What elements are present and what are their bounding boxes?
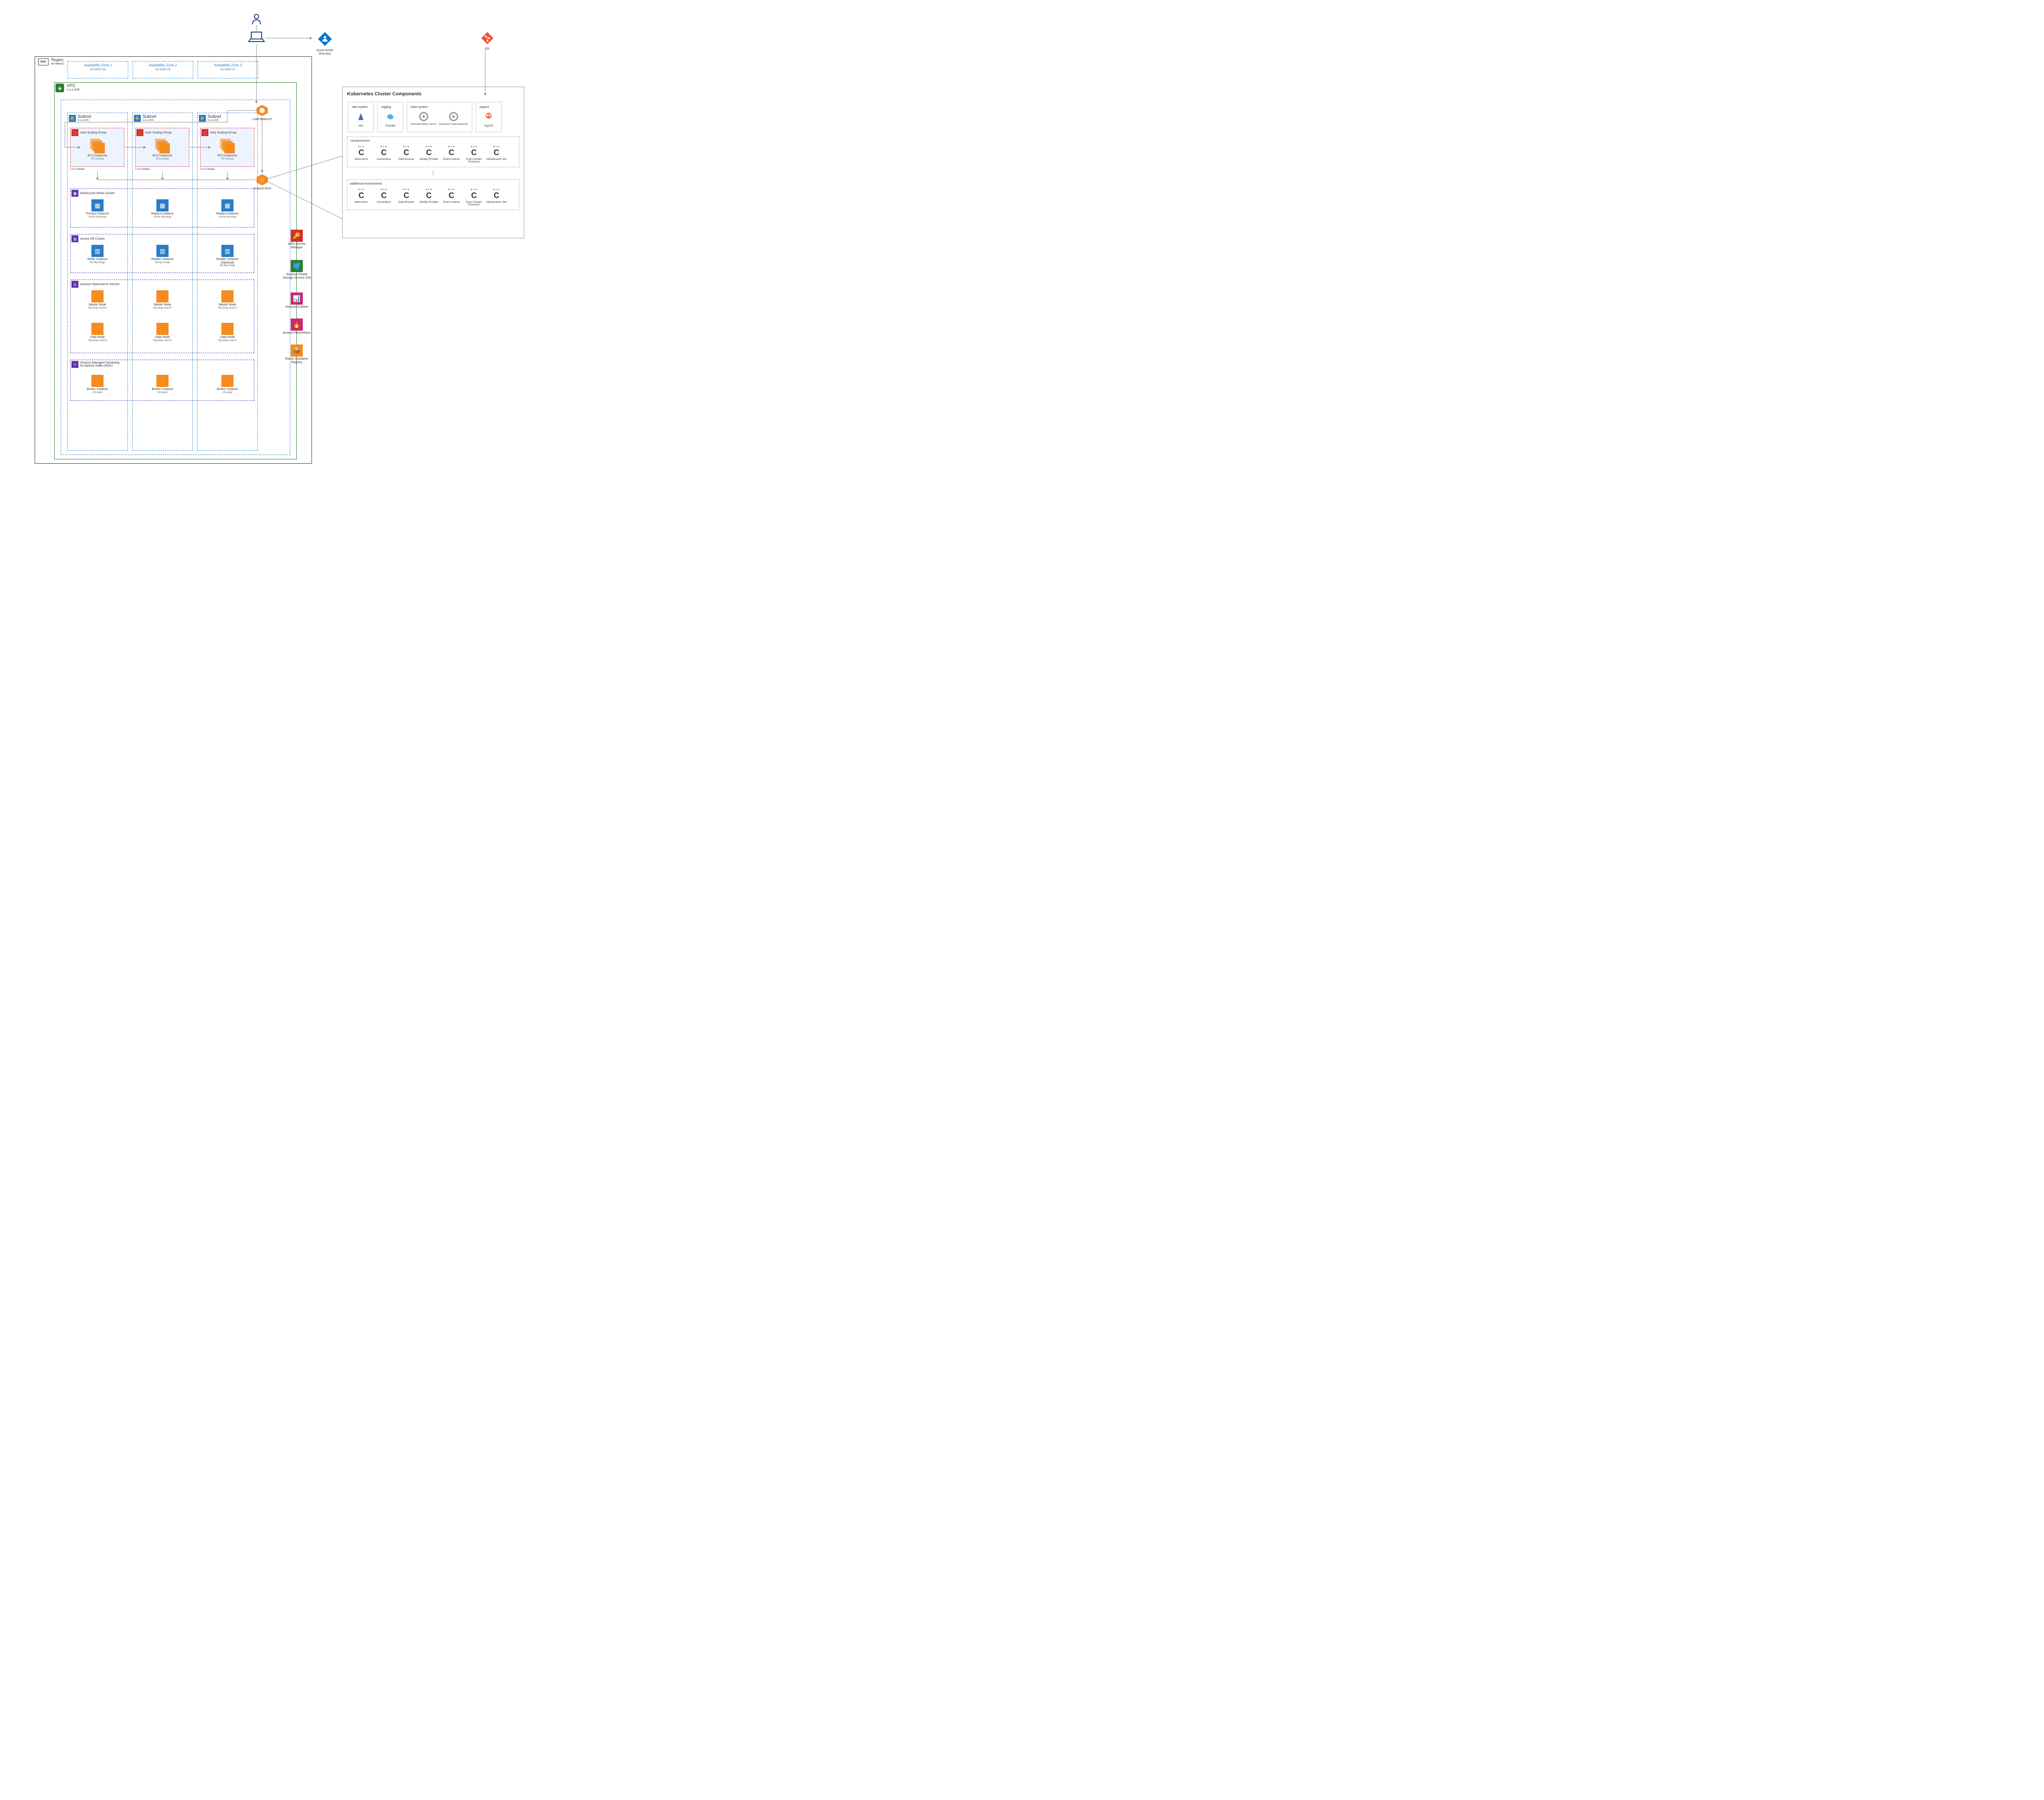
aurora-icon: ▥ — [71, 235, 78, 242]
k8s-title: Kubernetes Cluster Components — [347, 91, 519, 97]
msk-broker-1: Broker Instancem5.large — [82, 375, 113, 394]
service-item: ●●●CData Browser — [396, 188, 417, 204]
secrets-manager: 🔑AWS Secrets Manager — [282, 230, 312, 249]
k8s-panel: Kubernetes Cluster Components istio-syst… — [342, 87, 524, 238]
redis-replica-1: ▦Replica Instancecache.r6g.large — [147, 199, 178, 218]
ec2-3: EC2 Instancesm5.2xlarge — [212, 139, 243, 160]
aurora-optional: ▥Reader Instance (Optional)db.r6g.xlarge — [212, 245, 243, 267]
git-icon: Git — [479, 31, 496, 51]
svg-text:⬡: ⬡ — [260, 178, 264, 183]
region-label: Region — [51, 58, 65, 62]
service-item: ●●●CMeta-forms — [351, 188, 372, 204]
user-icon — [250, 13, 263, 26]
service-item: ●●●CIdentity Provider — [419, 145, 439, 161]
redis-primary: ▦Primary Instancecache.r6g.large — [82, 199, 113, 218]
architecture-diagram: Azure Active Directory Git aws Regioneu-… — [9, 9, 529, 468]
vpc-header: ◈ VPCx.x.x.x/16 — [54, 82, 81, 94]
ellipsis: ⋮ — [347, 170, 519, 176]
grafana: 📊Amazon Grafana — [282, 292, 312, 309]
region-header: aws Regioneu-west-1 — [35, 56, 68, 67]
azure-ad-label: Azure Active Directory — [312, 49, 338, 55]
os-master-2: Master Noder6g.large.search — [147, 290, 178, 309]
env-box-1: <environment> ●●●CMeta-forms●●●CConnecti… — [347, 136, 519, 167]
service-item: ●●●CData Browser — [396, 145, 417, 161]
service-item: ●●●CConnections — [373, 145, 394, 161]
asg-icon: ⬚ — [71, 129, 78, 136]
laptop-icon — [248, 31, 265, 45]
az-box-1: Availability Zone 1eu-west-1a — [68, 61, 128, 78]
vpc-cidr: x.x.x.x/16 — [67, 88, 80, 91]
env-box-2: additional environments ●●●CMeta-forms●●… — [347, 179, 519, 210]
redis-icon: ▦ — [71, 190, 78, 197]
az-box-3: Availability Zone 3eu-west-1c — [198, 61, 258, 78]
ns-argocd: argocd ArgoCD — [476, 102, 502, 132]
os-master-3: Master Noder6g.large.search — [212, 290, 243, 309]
git-label: Git — [479, 47, 496, 51]
subnet-label: Subnet — [78, 114, 91, 119]
service-item: ●●●CIdentity Provider — [419, 188, 439, 204]
msk-broker-2: Broker Instancem5.large — [147, 375, 178, 394]
service-item: ●●●CMaintenance Job — [486, 188, 507, 204]
os-master-1: Master Noder6g.large.search — [82, 290, 113, 309]
service-item: ●●●CEvent Listener — [441, 145, 462, 161]
ns-logging: logging Fluentbit — [377, 102, 403, 132]
os-data-2: Data Noder6g.large.search — [147, 323, 178, 342]
ns-istio: istio-system Istio — [348, 102, 374, 132]
aurora-writer: ▥Writer Instancedb.r6g.xlarge — [82, 245, 113, 264]
aurora-reader: ▥Reader Instancedb.r6g.xlarge — [147, 245, 178, 264]
os-data-3: Data Noder6g.large.search — [212, 323, 243, 342]
lock-icon: 🔒 — [199, 115, 206, 122]
nodes-label-1: 1 to 3 Nodes — [70, 168, 85, 171]
lock-icon: 🔒 — [134, 115, 141, 122]
load-balancer: Load Balancer — [251, 104, 273, 121]
opensearch-icon: ◎ — [71, 281, 78, 288]
service-item: ●●●CEvent Stream Processor — [464, 188, 484, 206]
az-box-2: Availability Zone 2eu-west-1b — [133, 61, 193, 78]
service-item: ●●●CMaintenance Job — [486, 145, 507, 161]
prometheus: 🔥Amazon Prometheus — [282, 318, 312, 335]
vpc-label: VPC — [67, 84, 80, 88]
vpc-icon: ◈ — [55, 84, 64, 92]
lock-icon: 🔒 — [69, 115, 76, 122]
ec2-2: EC2 Instancesm5.2xlarge — [147, 139, 178, 160]
service-item: ●●●CConnections — [373, 188, 394, 204]
region-sub: eu-west-1 — [51, 62, 65, 66]
ecr: 📦Elastic Container Registry — [282, 344, 312, 364]
os-data-1: Data Noder6g.large.search — [82, 323, 113, 342]
azure-ad-icon: Azure Active Directory — [312, 31, 338, 55]
service-item: ●●●CEvent Listener — [441, 188, 462, 204]
aws-logo: aws — [38, 58, 49, 65]
msk-icon: ≡ — [71, 361, 78, 368]
msk-broker-3: Broker Instancem5.large — [212, 375, 243, 394]
s3: 🪣Amazon Simple Storage Service (S3) — [282, 260, 312, 279]
ns-kube-system: kube-system Kubernetes Metrics Server Ku… — [407, 102, 472, 132]
eks: ⬡ Amazon EKS — [251, 173, 273, 191]
ec2-1: EC2 Instancesm5.2xlarge — [82, 139, 113, 160]
service-item: ●●●CEvent Stream Processor — [464, 145, 484, 163]
service-item: ●●●CMeta-forms — [351, 145, 372, 161]
redis-replica-2: ▦Replica Instancecache.r6g.large — [212, 199, 243, 218]
